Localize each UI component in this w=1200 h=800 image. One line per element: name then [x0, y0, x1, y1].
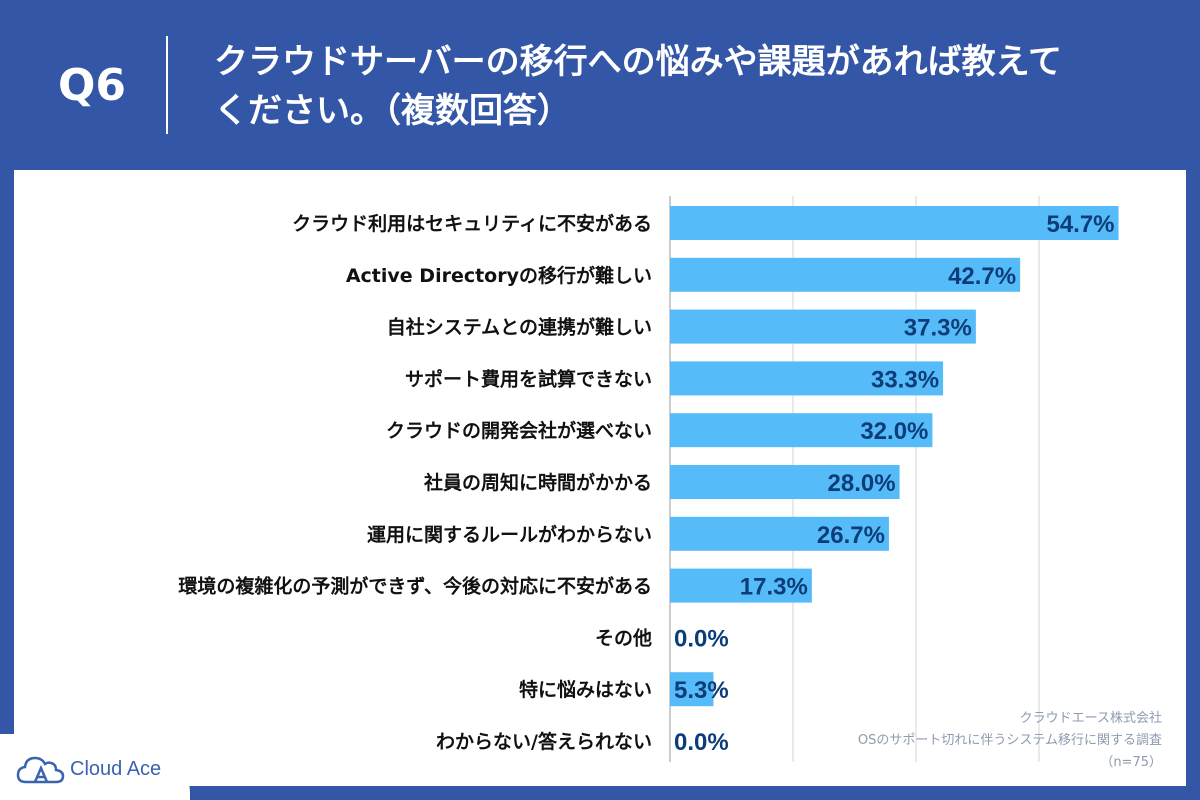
footer-company: クラウドエース株式会社	[1019, 711, 1162, 726]
bar	[670, 309, 976, 344]
data-label: 32.0%	[860, 418, 928, 445]
header-divider	[166, 36, 168, 134]
bar	[670, 465, 900, 499]
bar	[670, 568, 812, 603]
bar	[670, 672, 714, 707]
bar	[670, 361, 944, 396]
logo-text: Cloud Ace	[70, 758, 162, 780]
category-label: 自社システムとの連携が難しい	[387, 316, 652, 339]
footer-sample: （n=75）	[1100, 755, 1162, 770]
question-title: クラウドサーバーの移行への悩みや課題があれば教えて ください。（複数回答）	[214, 42, 1062, 131]
category-label: Active Directoryの移行が難しい	[346, 264, 652, 287]
category-label: 社員の周知に時間がかかる	[423, 471, 652, 494]
category-label: わからない/答えられない	[436, 730, 652, 753]
data-label: 0.0%	[674, 729, 729, 756]
survey-footer: クラウドエース株式会社 OSのサポート切れに伴うシステム移行に関する調査 （n=…	[742, 708, 1162, 774]
data-label: 37.3%	[904, 315, 972, 342]
category-label: 運用に関するルールがわからない	[367, 523, 652, 546]
data-label: 28.0%	[828, 470, 896, 497]
category-label: クラウドの開発会社が選べない	[386, 419, 652, 442]
data-label: 5.3%	[674, 677, 729, 704]
bar	[670, 516, 889, 551]
category-label: その他	[595, 626, 652, 649]
bar	[670, 257, 1021, 292]
category-label: サポート費用を試算できない	[405, 367, 652, 390]
header: Q6 クラウドサーバーの移行への悩みや課題があれば教えて ください。（複数回答）	[0, 0, 1200, 170]
question-number: Q6	[58, 60, 127, 111]
cloud-ace-icon	[16, 756, 65, 784]
category-label: 環境の複雑化の予測ができず、今後の対応に不安がある	[178, 575, 652, 598]
footer-survey: OSのサポート切れに伴うシステム移行に関する調査	[857, 733, 1162, 748]
data-label: 0.0%	[674, 625, 729, 652]
bar	[670, 206, 1119, 240]
data-label: 17.3%	[740, 574, 808, 601]
category-label: 特に悩みはない	[519, 678, 652, 701]
data-label: 33.3%	[871, 366, 939, 393]
logo: Cloud Ace	[0, 734, 190, 800]
data-label: 42.7%	[948, 263, 1016, 290]
bar	[670, 413, 933, 448]
category-label: クラウド利用はセキュリティに不安がある	[292, 212, 652, 235]
data-label: 54.7%	[1046, 211, 1114, 238]
data-label: 26.7%	[817, 522, 885, 549]
